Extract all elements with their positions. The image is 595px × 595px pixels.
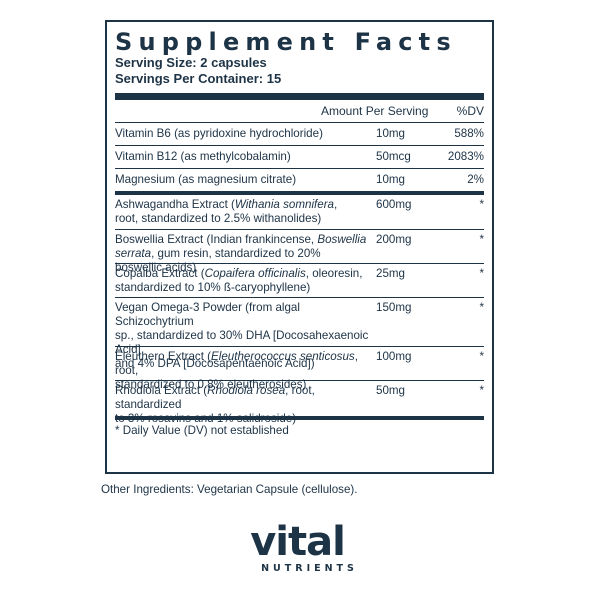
table-row: Vitamin B6 (as pyridoxine hydrochloride)… [115,122,484,145]
table-row: Rhodiola Extract (Rhodiola rosea, root, … [115,380,484,425]
column-header: Amount Per Serving %DV [115,100,484,122]
ingredient-dv: * [479,233,484,246]
table-row: Copaiba Extract (Copaifera officinalis, … [115,263,484,297]
supplement-facts-panel: Supplement Facts Serving Size: 2 capsule… [105,20,494,474]
ingredient-name: Ashwagandha Extract (Withania somnifera,… [115,198,338,225]
table-row: Eleuthero Extract (Eleutherococcus senti… [115,346,484,391]
footnote: * Daily Value (DV) not established [115,424,289,437]
ingredient-dv: * [479,350,484,363]
thick-divider [115,93,484,100]
nutrient-amount: 50mcg [376,150,411,163]
nutrient-name: Vitamin B6 (as pyridoxine hydrochloride) [115,127,323,140]
amount-header: Amount Per Serving [321,104,429,118]
logo-subtitle: NUTRIENTS [261,563,358,574]
nutrient-name: Magnesium (as magnesium citrate) [115,173,297,186]
other-ingredients: Other Ingredients: Vegetarian Capsule (c… [101,483,358,496]
ingredient-name: Eleuthero Extract (Eleutherococcus senti… [115,350,358,391]
ingredient-amount: 100mg [376,350,412,363]
medium-divider [115,191,484,195]
nutrient-amount: 10mg [376,127,406,140]
ingredient-amount: 150mg [376,301,412,314]
table-row: Vegan Omega-3 Powder (from algal Schizoc… [115,297,484,370]
ingredient-amount: 600mg [376,198,412,211]
ingredient-amount: 50mg [376,384,406,397]
table-row: Ashwagandha Extract (Withania somnifera,… [115,195,484,229]
ingredient-name: Vegan Omega-3 Powder (from algal Schizoc… [115,301,369,370]
dv-header: %DV [456,104,484,118]
ingredient-name: Rhodiola Extract (Rhodiola rosea, root, … [115,384,315,425]
ingredient-name: Copaiba Extract (Copaifera officinalis, … [115,267,363,294]
brand-logo: vital NUTRIENTS [0,522,595,574]
servings-per-container: Servings Per Container: 15 [115,71,282,86]
panel-title: Supplement Facts [115,28,457,56]
ingredient-dv: * [479,267,484,280]
nutrient-name: Vitamin B12 (as methylcobalamin) [115,150,291,163]
serving-size: Serving Size: 2 capsules [115,55,267,70]
logo-wordmark: vital [250,519,346,565]
ingredient-dv: * [479,198,484,211]
nutrient-dv: 588% [454,127,484,140]
ingredient-dv: * [479,301,484,314]
nutrient-amount: 10mg [376,173,406,186]
table-row: Boswellia Extract (Indian frankincense, … [115,229,484,274]
table-row: Magnesium (as magnesium citrate) 10mg 2% [115,168,484,191]
ingredient-amount: 200mg [376,233,412,246]
table-row: Vitamin B12 (as methylcobalamin) 50mcg 2… [115,145,484,168]
ingredient-dv: * [479,384,484,397]
nutrient-dv: 2083% [447,150,484,163]
ingredient-name: Boswellia Extract (Indian frankincense, … [115,233,367,274]
nutrient-dv: 2% [467,173,484,186]
bottom-divider [115,416,484,420]
ingredient-amount: 25mg [376,267,406,280]
